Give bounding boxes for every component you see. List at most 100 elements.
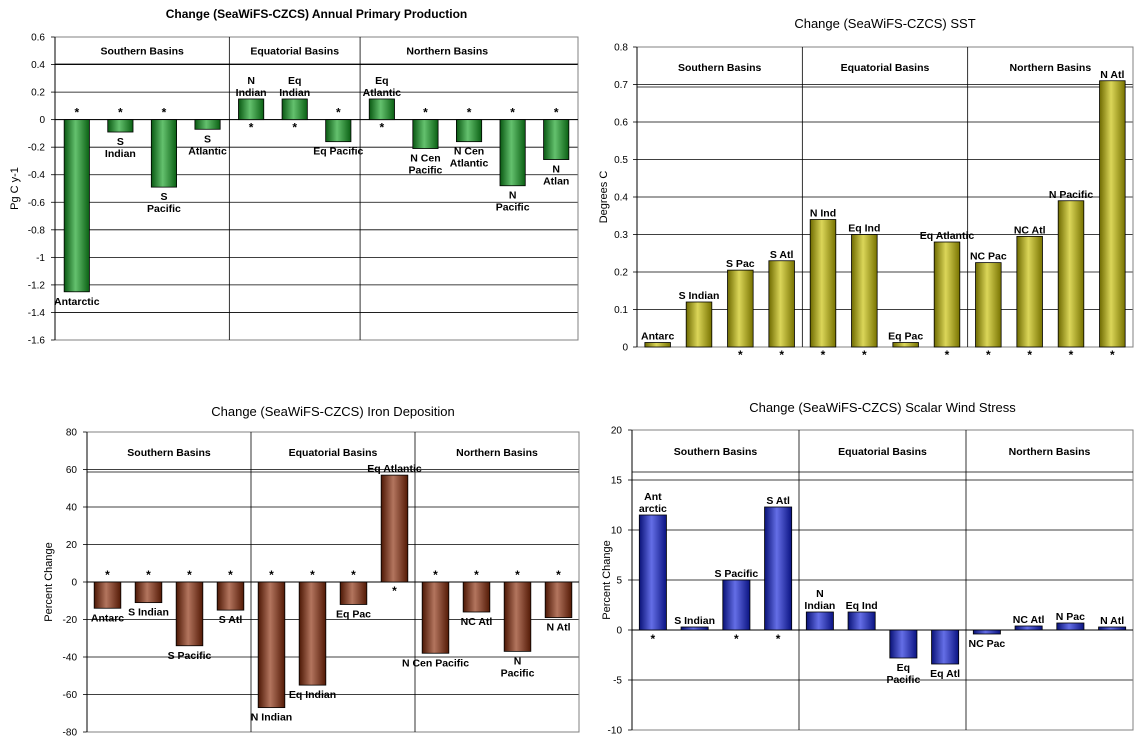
significance-star: * (651, 632, 656, 646)
bar-label: N Indian (251, 712, 292, 724)
y-tick-label: 15 (611, 476, 623, 487)
bar (107, 119, 134, 133)
significance-star: * (734, 632, 739, 646)
y-tick-label: 0.2 (614, 268, 628, 279)
bar-label: Antarctic (54, 296, 100, 308)
bar-label: S Pacific (168, 650, 212, 662)
y-tick-label: 0.1 (614, 305, 628, 316)
bar-label: Eq Ind (846, 600, 878, 612)
bar-label: Antarc (91, 612, 124, 624)
y-tick-label: 40 (66, 503, 78, 514)
significance-star: * (1027, 348, 1032, 360)
group-label: Northern Basins (1009, 446, 1091, 458)
significance-star: * (821, 348, 826, 360)
bar (931, 629, 960, 665)
bar-label: N Cen (454, 146, 484, 158)
bar (1057, 200, 1085, 348)
bar (975, 262, 1002, 348)
y-tick-label: 0 (622, 343, 628, 354)
y-tick-label: 0.3 (614, 230, 628, 241)
y-tick-label: -1 (36, 253, 45, 264)
significance-star: * (554, 106, 559, 120)
bar-label: Eq (897, 662, 910, 674)
bar (851, 234, 878, 348)
significance-star: * (779, 348, 784, 360)
bar-label: Eq Indian (289, 689, 336, 701)
bar-label: N Atl (1100, 69, 1124, 81)
chart-primary-production: Change (SeaWiFS-CZCS) Annual Primary Pro… (9, 7, 579, 347)
y-tick-label: 0.5 (614, 155, 628, 166)
significance-star: * (515, 568, 520, 582)
bar-label: Atlantic (363, 87, 402, 99)
y-axis-label: Percent Change (601, 540, 613, 620)
significance-star: * (392, 584, 397, 598)
bar-label: NC Pac (970, 251, 1007, 263)
bar-label: S Atl (219, 614, 243, 626)
bar (456, 119, 483, 143)
bar (889, 629, 918, 659)
y-tick-label: 0.6 (614, 118, 628, 129)
bar (764, 506, 793, 631)
bar-label: S Indian (674, 615, 715, 627)
significance-star: * (292, 121, 297, 135)
bar (638, 514, 667, 631)
significance-star: * (1110, 348, 1115, 360)
significance-star: * (105, 568, 110, 582)
significance-star: * (380, 121, 385, 135)
bar (1014, 625, 1043, 631)
bar-label: N Atl (1100, 615, 1124, 627)
significance-star: * (310, 568, 315, 582)
significance-star: * (510, 106, 515, 120)
significance-star: * (738, 348, 743, 360)
bar (685, 301, 713, 348)
bar-label: N Pac (1056, 611, 1085, 623)
bar-label: Eq Pac (336, 609, 371, 621)
y-tick-label: -0.8 (28, 225, 46, 236)
bar (768, 260, 795, 348)
bar-label: Eq Pac (888, 331, 923, 343)
y-tick-label: -5 (613, 676, 622, 687)
bar-label: S Indian (679, 290, 720, 302)
bar-label: Indian (236, 87, 267, 99)
bar (933, 241, 961, 348)
y-tick-label: 20 (611, 426, 623, 437)
significance-star: * (474, 568, 479, 582)
bar-label: S Atl (770, 249, 794, 261)
bar-label: Atlantic (450, 158, 489, 170)
bar (1098, 626, 1127, 631)
bar-label: S (160, 191, 167, 203)
group-label: Northern Basins (456, 447, 538, 459)
group-label: Northern Basins (406, 46, 488, 58)
y-tick-label: 0.8 (614, 43, 628, 54)
bar (93, 581, 122, 609)
significance-star: * (467, 106, 472, 120)
bar-label: Pacific (496, 202, 530, 214)
bar (150, 119, 177, 188)
bar (134, 581, 163, 604)
bar-label: Pacific (886, 674, 920, 686)
significance-star: * (74, 106, 79, 120)
bar (462, 581, 491, 613)
bar-label: arctic (639, 503, 667, 515)
y-tick-label: 0.2 (31, 88, 45, 99)
bar (63, 119, 90, 293)
bar (175, 581, 204, 647)
y-tick-label: 0.7 (614, 80, 628, 91)
significance-star: * (862, 348, 867, 360)
bar (722, 579, 751, 631)
group-label: Equatorial Basins (250, 46, 339, 58)
bar (892, 342, 919, 348)
bar-label: Indian (279, 87, 310, 99)
bar (257, 581, 286, 709)
bar-label: Eq Atlantic (367, 463, 422, 475)
bar-label: NC Pac (968, 638, 1005, 650)
bar (1056, 622, 1085, 631)
significance-star: * (1069, 348, 1074, 360)
bar-label: N (552, 164, 560, 176)
bar (644, 342, 671, 348)
bar-label: NC Atl (461, 616, 493, 628)
y-tick-label: 0 (39, 115, 45, 126)
y-tick-label: 0.6 (31, 33, 45, 44)
y-tick-label: 0 (616, 626, 622, 637)
bar-label: Pacific (147, 203, 181, 215)
